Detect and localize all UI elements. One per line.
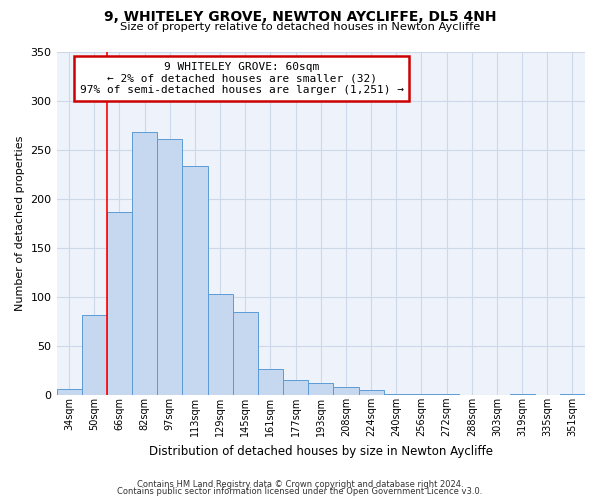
Bar — [107, 212, 132, 396]
Bar — [82, 314, 107, 396]
Bar — [409, 394, 434, 396]
Bar — [208, 294, 233, 396]
Bar — [157, 139, 182, 396]
Text: Contains public sector information licensed under the Open Government Licence v3: Contains public sector information licen… — [118, 487, 482, 496]
Text: Size of property relative to detached houses in Newton Aycliffe: Size of property relative to detached ho… — [120, 22, 480, 32]
Bar — [182, 166, 208, 396]
Bar — [258, 369, 283, 396]
Bar — [233, 312, 258, 396]
Bar — [283, 380, 308, 396]
Bar — [359, 390, 383, 396]
Bar — [56, 390, 82, 396]
Text: 9, WHITELEY GROVE, NEWTON AYCLIFFE, DL5 4NH: 9, WHITELEY GROVE, NEWTON AYCLIFFE, DL5 … — [104, 10, 496, 24]
Bar — [132, 132, 157, 396]
Text: Contains HM Land Registry data © Crown copyright and database right 2024.: Contains HM Land Registry data © Crown c… — [137, 480, 463, 489]
Bar — [308, 382, 334, 396]
Bar — [334, 388, 359, 396]
Bar — [434, 394, 459, 396]
Bar — [560, 394, 585, 396]
Y-axis label: Number of detached properties: Number of detached properties — [15, 136, 25, 311]
Bar — [509, 394, 535, 396]
Text: 9 WHITELEY GROVE: 60sqm
← 2% of detached houses are smaller (32)
97% of semi-det: 9 WHITELEY GROVE: 60sqm ← 2% of detached… — [80, 62, 404, 95]
X-axis label: Distribution of detached houses by size in Newton Aycliffe: Distribution of detached houses by size … — [149, 444, 493, 458]
Bar — [383, 394, 409, 396]
